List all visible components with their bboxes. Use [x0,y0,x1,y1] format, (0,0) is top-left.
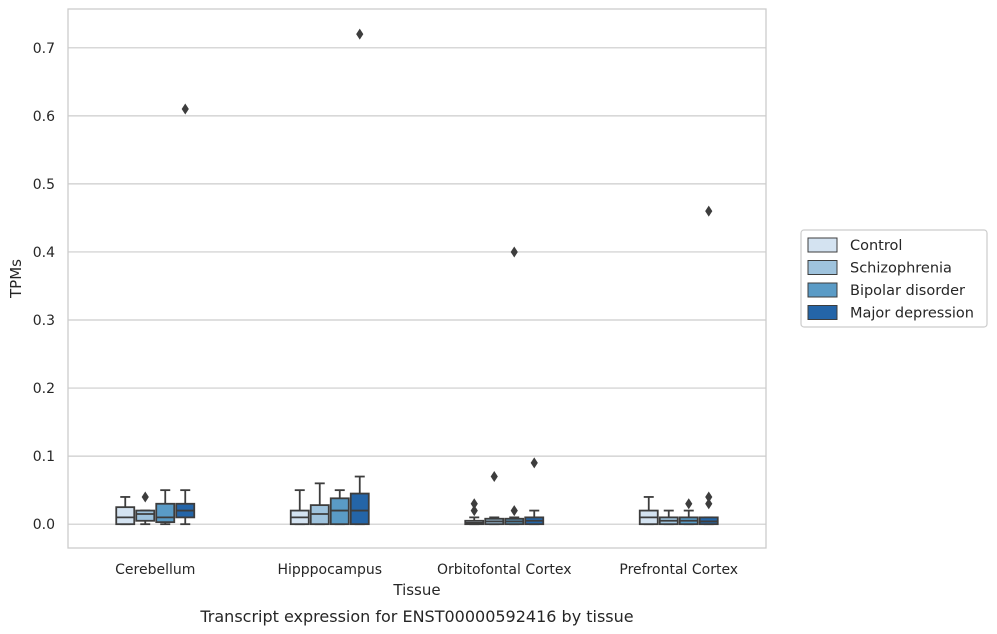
box-bipolar-disorder [678,498,699,526]
y-tick-label: 0.4 [33,245,55,261]
box-bipolar-disorder [329,489,350,526]
outlier-point [530,457,538,469]
x-tick-label: Orbitofontal Cortex [437,562,572,578]
outlier-point [685,498,693,510]
box-control [289,489,310,526]
box-schizophrenia [135,491,156,526]
box-schizophrenia [658,509,679,526]
legend-label: Schizophrenia [850,261,952,277]
box-control [115,496,136,526]
y-tick-label: 0.3 [33,313,55,329]
x-tick-label: Hipppocampus [277,562,382,578]
box-major-depression [175,103,196,526]
legend-frame [800,229,988,328]
outlier-point [510,246,518,258]
outlier-point [705,498,713,510]
box-iqr [115,506,136,526]
legend-swatch [807,237,838,253]
box-iqr [155,502,176,524]
y-tick-label: 0.6 [33,109,55,125]
legend-swatch [807,260,838,275]
chart-caption: Transcript expression for ENST0000059241… [199,607,633,626]
y-tick-label: 0.1 [33,449,55,465]
legend-swatch [807,305,838,320]
box-plot-series [115,28,719,526]
box-schizophrenia [309,482,330,526]
outlier-point [510,505,518,517]
outlier-point [141,491,149,503]
outlier-point [490,471,498,483]
legend-swatch [807,282,838,298]
box-bipolar-disorder [155,489,176,526]
x-axis-title: Tissue [392,581,440,599]
legend-label: Control [850,238,902,254]
legend-label: Major depression [850,306,974,322]
box-schizophrenia [484,471,505,526]
y-tick-label: 0.2 [33,381,55,397]
y-tick-label: 0.0 [33,517,55,533]
x-tick-label: Cerebellum [115,562,195,578]
outlier-point [705,491,713,503]
box-control [464,498,485,526]
y-tick-label: 0.7 [33,41,55,57]
legend-label: Bipolar disorder [850,283,965,299]
outlier-point [181,103,189,115]
y-tick-label: 0.5 [33,177,55,193]
box-major-depression [349,28,370,526]
outlier-point [470,498,478,510]
box-control [638,496,659,526]
outlier-point [356,28,364,40]
box-iqr [349,492,370,526]
outlier-point [470,505,478,517]
y-tick-labels: 0.0 0.1 0.2 0.3 0.4 0.5 0.6 0.7 [33,41,55,533]
grid-lines [68,47,766,525]
legend: Control Schizophrenia Bipolar disorder Majo… [800,229,988,328]
box-bipolar-disorder [504,246,525,526]
x-tick-labels: Cerebellum Hipppocampus Orbitofontal Corte… [115,562,738,578]
box-iqr [135,509,156,522]
y-axis-title: TPMs [7,259,25,299]
outlier-point [705,205,713,217]
plot-frame [67,8,767,549]
x-tick-label: Prefrontal Cortex [619,562,738,578]
box-major-depression [698,205,719,526]
box-major-depression [524,457,545,526]
